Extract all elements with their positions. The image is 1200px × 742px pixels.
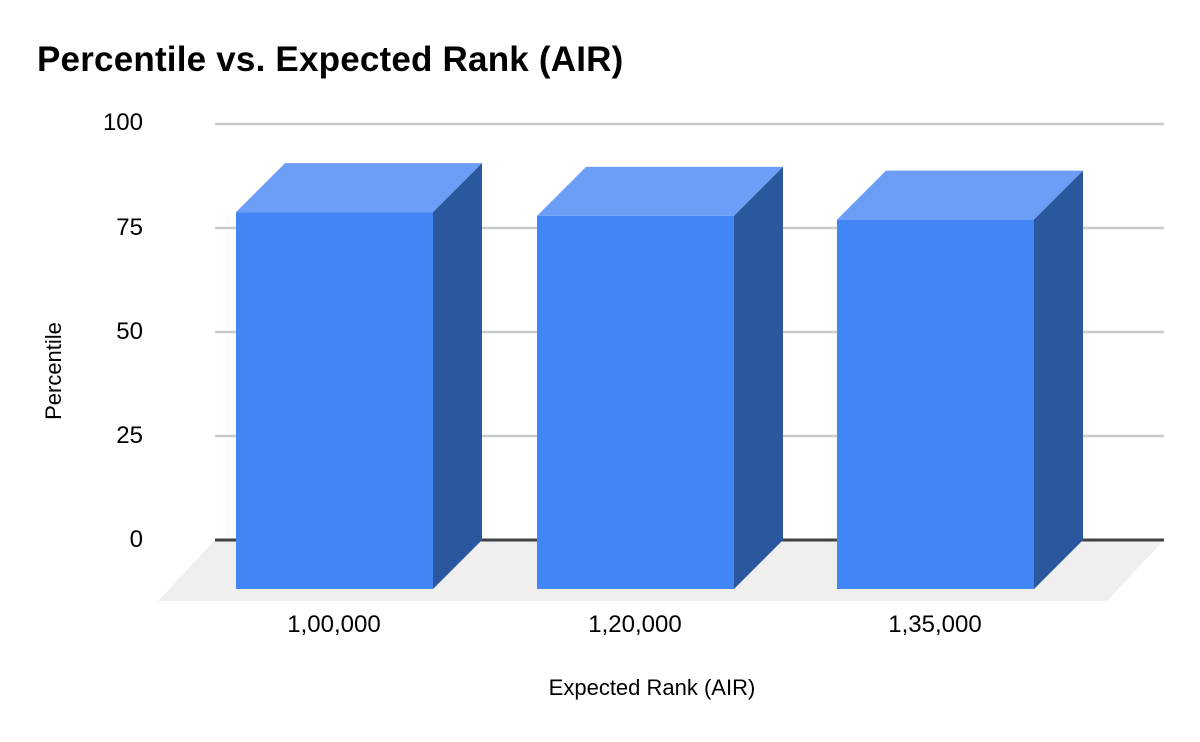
bar-side-face (734, 166, 783, 589)
x-category-label-3: 1,35,000 (888, 611, 982, 638)
y-tick-label-25: 25 (116, 422, 143, 449)
bar-3d-1 (236, 163, 482, 589)
bar-front-face (236, 212, 433, 589)
y-tick-label-75: 75 (116, 214, 143, 241)
y-tick-label-50: 50 (116, 318, 143, 345)
chart-title: Percentile vs. Expected Rank (AIR) (37, 40, 624, 79)
bar-top-face (537, 166, 783, 216)
bar-side-face (433, 163, 482, 589)
bar-front-face (537, 215, 734, 589)
bar-side-face (1034, 170, 1083, 590)
y-tick-label-100: 100 (102, 109, 143, 136)
bar-top-face (837, 170, 1083, 220)
x-category-label-2: 1,20,000 (588, 611, 682, 638)
bar-top-face (236, 163, 482, 213)
y-tick-label-0: 0 (129, 526, 143, 553)
bar-3d-3 (837, 170, 1083, 590)
x-axis-title: Expected Rank (AIR) (548, 675, 756, 700)
bar-front-face (837, 219, 1034, 590)
x-category-label-1: 1,00,000 (287, 611, 381, 638)
bar-3d-2 (537, 166, 783, 589)
